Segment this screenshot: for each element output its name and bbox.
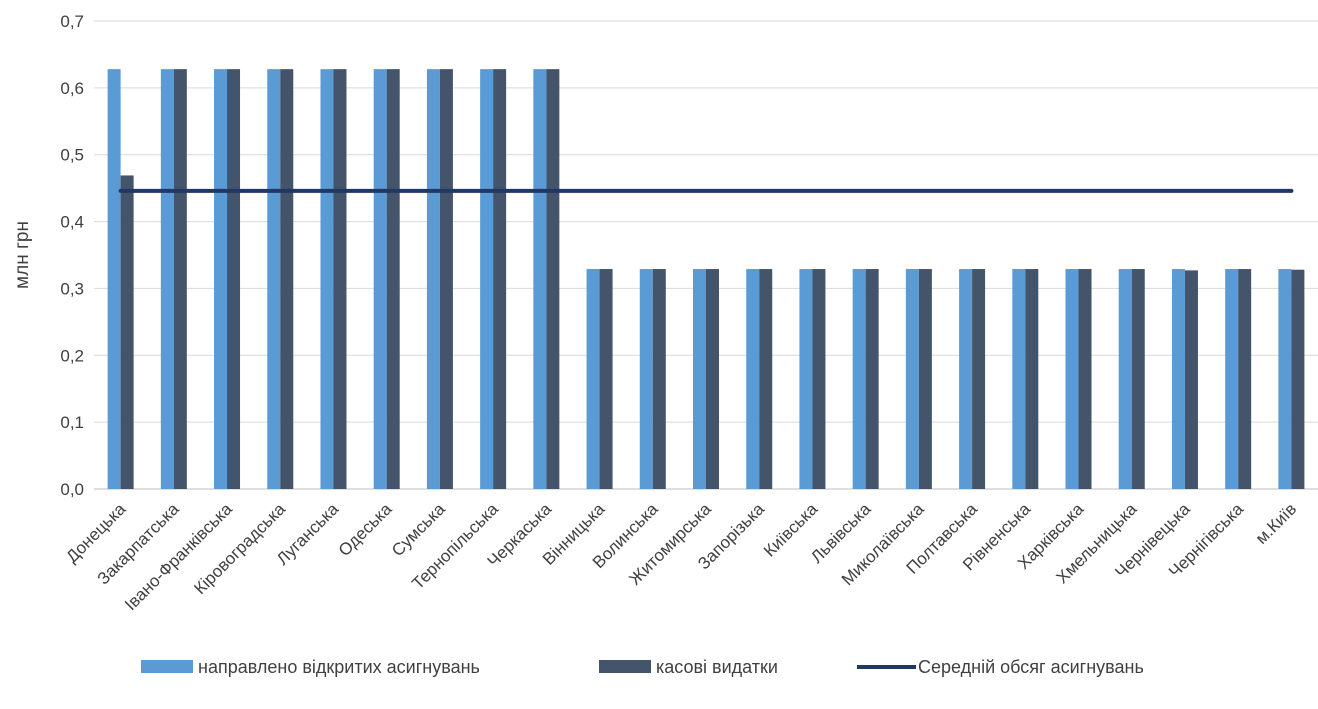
bar-open-allocations: [1171, 269, 1185, 489]
bar-open-allocations: [1118, 269, 1132, 489]
bar-open-allocations: [214, 69, 228, 489]
bar-open-allocations: [426, 69, 440, 489]
bar-open-allocations: [905, 269, 919, 489]
bar-open-allocations: [373, 69, 387, 489]
y-tick-label: 0,5: [60, 146, 84, 165]
bar-cash-expenditures: [652, 269, 666, 489]
bar-open-allocations: [959, 269, 973, 489]
bar-open-allocations: [533, 69, 547, 489]
bar-open-allocations: [107, 69, 121, 489]
legend-label-open-allocations: направлено відкритих асигнувань: [198, 657, 480, 677]
y-tick-label: 0,1: [60, 413, 84, 432]
legend-swatch-cash-expenditures: [599, 660, 651, 673]
legend-label-average-allocation: Середній обсяг асигнувань: [918, 657, 1144, 677]
bar-cash-expenditures: [918, 269, 932, 489]
bars: [107, 69, 1305, 489]
bar-open-allocations: [480, 69, 494, 489]
bar-cash-expenditures: [120, 175, 134, 489]
bar-cash-expenditures: [706, 269, 719, 489]
bar-cash-expenditures: [812, 269, 826, 489]
bar-open-allocations: [746, 269, 760, 489]
bar-cash-expenditures: [227, 69, 241, 489]
bar-open-allocations: [160, 69, 174, 489]
bar-cash-expenditures: [1025, 269, 1039, 489]
x-tick-label: м.Київ: [1252, 499, 1300, 547]
bar-cash-expenditures: [1291, 269, 1305, 489]
bar-cash-expenditures: [759, 269, 773, 489]
bar-open-allocations: [320, 69, 334, 489]
bar-open-allocations: [693, 269, 706, 489]
y-axis-title: млн грн: [12, 221, 33, 289]
bar-cash-expenditures: [386, 69, 400, 489]
bar-open-allocations: [1012, 269, 1026, 489]
bar-open-allocations: [1278, 269, 1292, 489]
x-tick-label: Одеська: [335, 499, 396, 560]
bar-cash-expenditures: [333, 69, 347, 489]
bar-cash-expenditures: [439, 69, 453, 489]
bar-cash-expenditures: [599, 269, 613, 489]
bar-open-allocations: [1065, 269, 1079, 489]
y-tick-label: 0,2: [60, 346, 84, 365]
y-tick-label: 0,3: [60, 279, 84, 298]
bar-cash-expenditures: [972, 269, 986, 489]
bar-open-allocations: [267, 69, 281, 489]
bar-cash-expenditures: [1238, 269, 1252, 489]
bar-open-allocations: [586, 269, 600, 489]
bar-cash-expenditures: [865, 269, 879, 489]
y-tick-label: 0,7: [60, 12, 84, 31]
legend-swatch-open-allocations: [141, 660, 193, 673]
bar-cash-expenditures: [1131, 269, 1145, 489]
bar-cash-expenditures: [173, 69, 187, 489]
bar-cash-expenditures: [493, 69, 507, 489]
legend-label-cash-expenditures: касові видатки: [656, 657, 778, 677]
x-axis-ticks: ДонецькаЗакарпатськаІвано-ФранківськаКір…: [62, 499, 1300, 614]
bar-open-allocations: [852, 269, 866, 489]
y-axis-ticks: 0,0 0,1 0,2 0,3 0,4 0,5 0,6 0,7: [60, 12, 84, 499]
legend: направлено відкритих асигнувань касові в…: [141, 657, 1144, 677]
x-tick-label: Кіровоградська: [190, 499, 289, 598]
bar-cash-expenditures: [1184, 270, 1198, 489]
bar-cash-expenditures: [1078, 269, 1092, 489]
bar-cash-expenditures: [546, 69, 560, 489]
y-tick-label: 0,4: [60, 213, 84, 232]
bar-open-allocations: [799, 269, 813, 489]
bar-cash-expenditures: [280, 69, 294, 489]
bar-open-allocations: [1225, 269, 1239, 489]
y-tick-label: 0,0: [60, 480, 84, 499]
bar-open-allocations: [639, 269, 653, 489]
y-tick-label: 0,6: [60, 79, 84, 98]
